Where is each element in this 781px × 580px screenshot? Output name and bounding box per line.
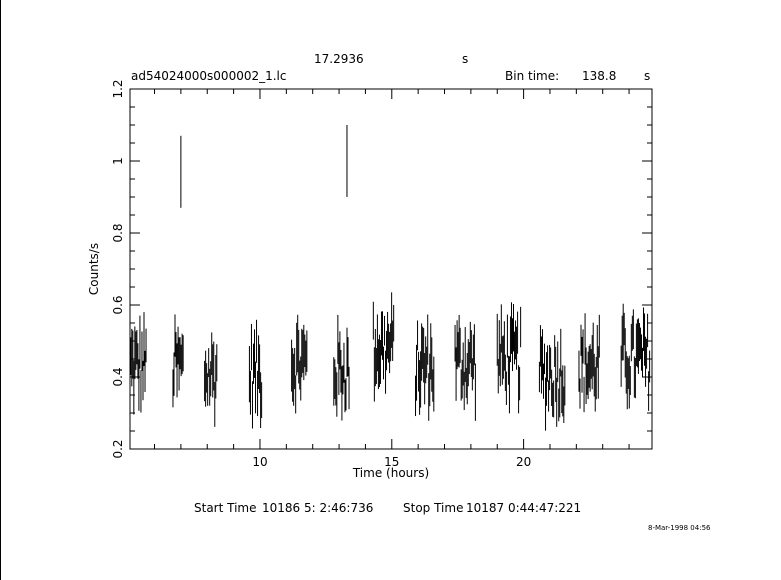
left-border [0,0,1,580]
y-axis-label: Counts/s [87,243,101,295]
y-tick-label: 1.2 [111,79,125,98]
stop-time-label: Stop Time [403,501,463,515]
chart-title: ad54024000s000002_1.lc [131,69,287,83]
y-tick-label: 0.2 [111,439,125,458]
timestamp: 8-Mar-1998 04:56 [648,524,711,532]
start-time-label: Start Time [194,501,257,515]
x-axis-label: Time (hours) [352,466,429,480]
x-tick-label: 10 [252,455,267,469]
stop-time-value: 10187 0:44:47:221 [466,501,581,515]
axis-ticks [130,88,652,450]
y-tick-label: 0.8 [111,223,125,242]
bin-time-label: Bin time: [505,69,559,83]
x-tick-label: 20 [516,455,531,469]
y-tick-label: 0.4 [111,367,125,386]
header-value: 17.2936 [314,52,364,66]
y-tick-label: 1 [111,157,125,165]
bin-time-unit: s [644,69,650,83]
plot-frame [129,88,653,450]
start-time-value: 10186 5: 2:46:736 [262,501,373,515]
axis-tick-labels: 10 15 20 0.2 0.4 0.6 0.8 1 1.2 [111,79,531,469]
x-tick-label: 15 [384,455,399,469]
y-tick-label: 0.6 [111,295,125,314]
data-points [130,125,651,431]
bin-time-value: 138.8 [582,69,616,83]
header-value-unit: s [462,52,468,66]
